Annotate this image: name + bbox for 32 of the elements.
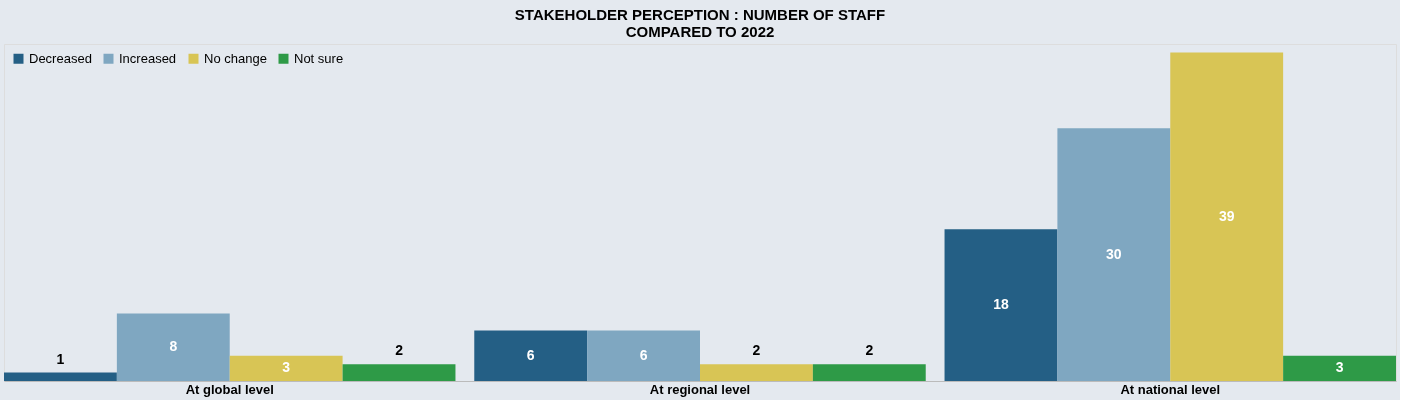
bar bbox=[116, 313, 230, 381]
data-label: 6 bbox=[526, 346, 535, 363]
x-tick-label: At global level bbox=[185, 381, 274, 397]
legend-label: No change bbox=[204, 50, 267, 66]
data-label: 2 bbox=[752, 342, 761, 359]
bar bbox=[229, 355, 343, 381]
bar bbox=[700, 364, 813, 381]
chart-title: STAKEHOLDER PERCEPTION : NUMBER OF STAFF COMPARED TO 2022 bbox=[514, 6, 886, 40]
bar bbox=[4, 372, 117, 381]
bar bbox=[1283, 355, 1396, 381]
bar bbox=[1057, 128, 1171, 381]
data-label: 3 bbox=[282, 359, 291, 376]
data-label: 1 bbox=[56, 350, 65, 367]
data-label: 6 bbox=[639, 346, 648, 363]
data-label: 3 bbox=[1335, 359, 1344, 376]
bar bbox=[474, 330, 588, 381]
data-label: 39 bbox=[1218, 207, 1235, 224]
legend-label: Decreased bbox=[29, 50, 92, 66]
data-label: 18 bbox=[993, 296, 1009, 313]
bar bbox=[342, 364, 456, 381]
data-label: 30 bbox=[1106, 245, 1122, 262]
legend-label: Not sure bbox=[294, 50, 344, 66]
x-tick-label: At national level bbox=[1120, 381, 1221, 397]
bar bbox=[1170, 52, 1284, 381]
x-tick-label: At regional level bbox=[649, 381, 751, 397]
data-label: 8 bbox=[169, 338, 178, 355]
legend-label: Increased bbox=[119, 50, 177, 66]
bar bbox=[944, 229, 1058, 381]
data-label: 2 bbox=[865, 342, 874, 359]
bar bbox=[812, 364, 926, 381]
bar bbox=[587, 330, 700, 381]
data-label: 2 bbox=[395, 342, 404, 359]
